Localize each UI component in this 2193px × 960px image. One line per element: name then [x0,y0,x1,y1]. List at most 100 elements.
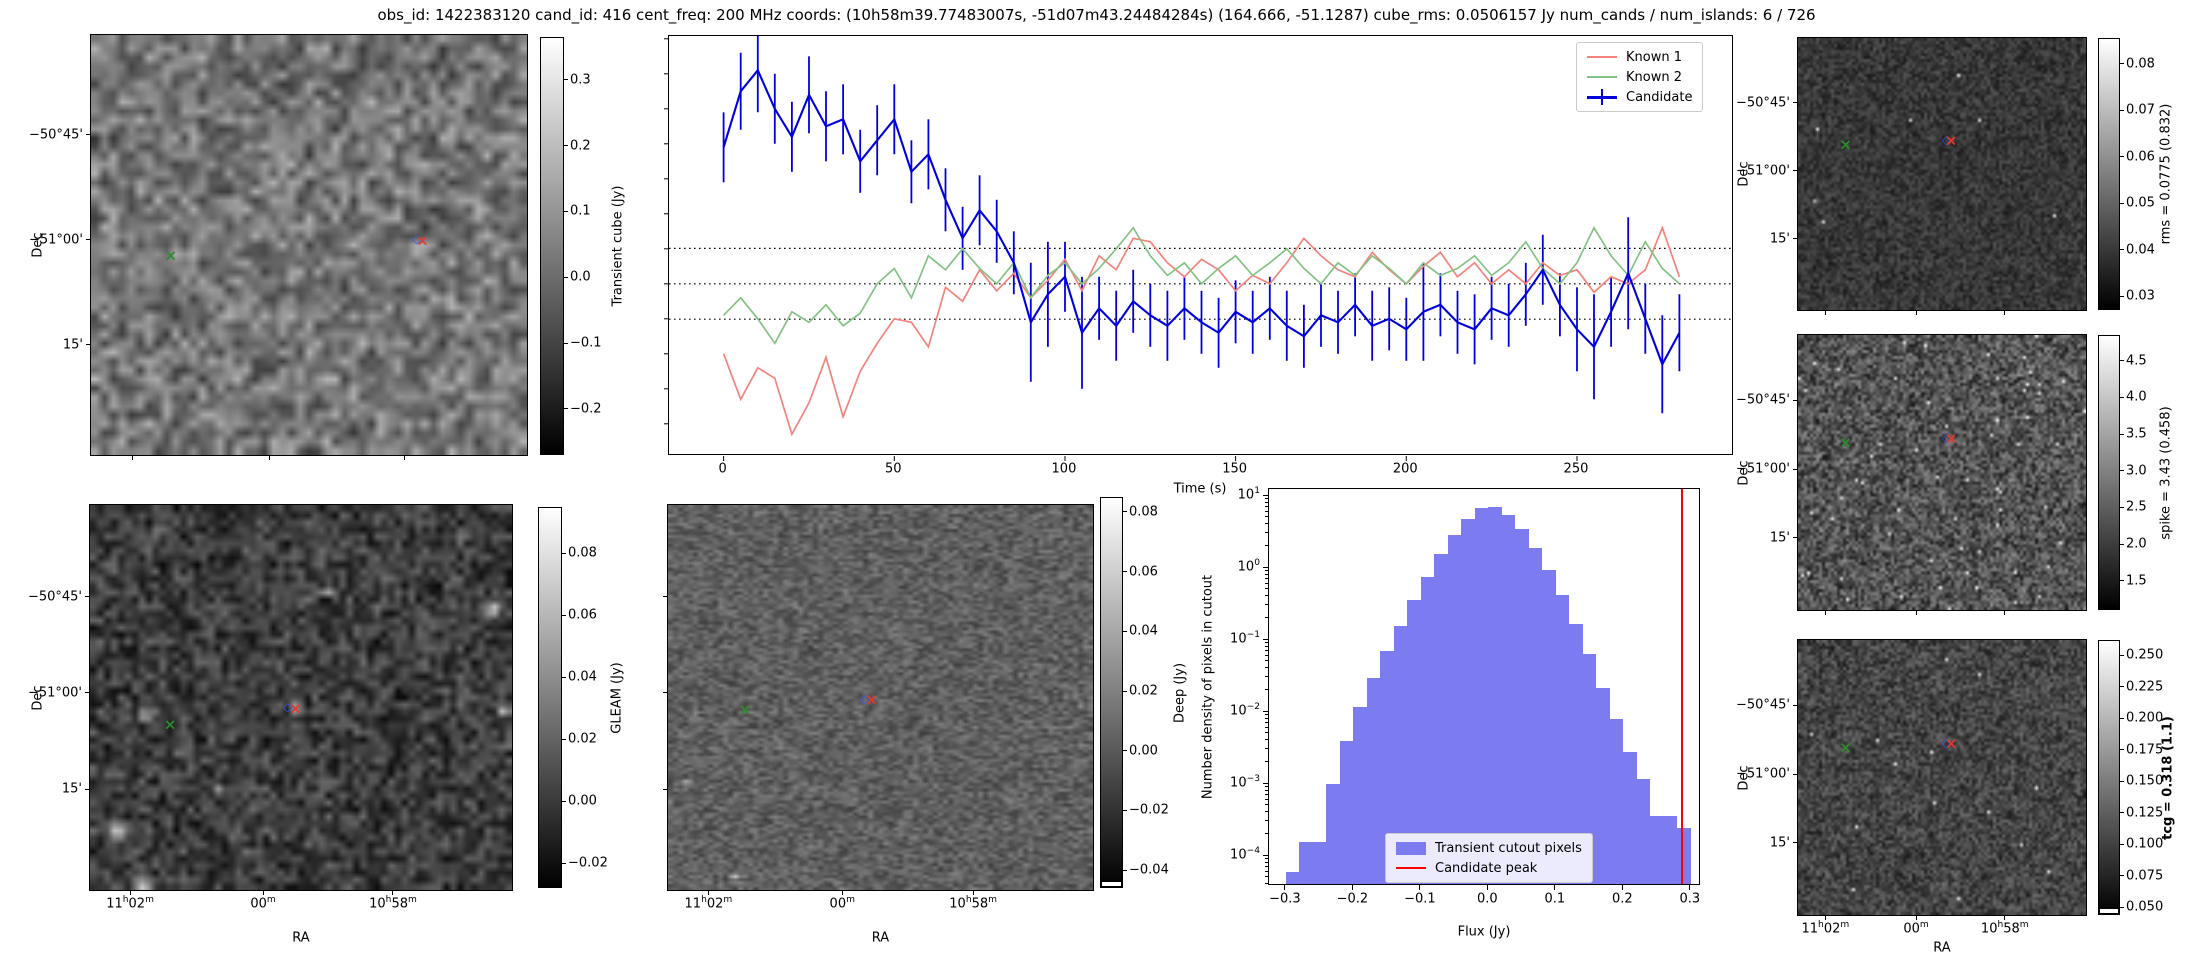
colorbar-tick-mark [562,614,566,616]
candidate-peak-line [1681,489,1684,884]
colorbar-tick-label: 0.1 [570,203,591,219]
histogram-x-tick-mark [1351,885,1353,890]
colorbar-under-strip [1102,882,1121,886]
lightcurve-x-tick-label: 100 [1051,461,1077,477]
histogram-x-tick-label: 0.1 [1544,891,1566,907]
dec-tick-label: 15' [1769,231,1790,247]
dec-axis-label: Dec [1736,764,1752,791]
ra-tick-label: 10h58m [949,895,997,912]
histogram-bar [1501,514,1516,884]
histogram-bar [1488,506,1502,884]
colorbar-tick-mark [2120,249,2124,251]
histogram-bar [1596,687,1610,884]
ra-tick-label: 00m [250,895,276,912]
histogram-bar [1312,841,1327,884]
colorbar-tick-label: 0.04 [2126,242,2155,258]
ra-tick-label: 11h02m [106,895,154,912]
colorbar-tick-mark [564,276,568,278]
colorbar-label-tcg: tcg = 0.318 (1.1) [2160,715,2176,840]
candidate-errorbar-sample [1587,89,1617,105]
lightcurve-xlabel: Time (s) [1173,481,1227,497]
histogram-x-tick-label: 0.2 [1612,891,1633,907]
histogram-y-minor-tick [1265,573,1268,575]
legend-label-known2: Known 2 [1626,69,1682,85]
colorbar-tick-mark [2120,686,2124,688]
histogram-bar [1393,625,1408,884]
colorbar-tcg [2098,640,2120,915]
colorbar-tick-mark [2120,580,2124,582]
colorbar-tick-label: 2.0 [2126,536,2147,552]
histogram-bar [1528,548,1543,884]
histogram-bar [1542,569,1556,884]
histogram-y-minor-tick [1265,689,1268,691]
colorbar-tick-label: 1.5 [2126,573,2147,589]
dec-tick-mark [663,788,668,790]
dec-axis-label: Dec [1736,459,1752,486]
colorbar-tick-label: 0.07 [2126,102,2155,118]
dec-tick-label: 15' [61,781,82,797]
histogram-y-minor-tick [1265,798,1268,800]
histogram-y-minor-tick [1265,645,1268,647]
colorbar-tick-mark [2120,780,2124,782]
dec-tick-label: 15' [1769,835,1790,851]
colorbar-tick-mark [564,342,568,344]
histogram-y-minor-tick [1265,883,1268,885]
colorbar-tick-label: 0.075 [2126,868,2164,884]
colorbar-tick-mark [2120,109,2124,111]
histogram-y-minor-tick [1265,649,1268,651]
dec-tick-label: −50°45' [28,127,83,143]
colorbar-tick-label: 0.2 [570,138,591,154]
histogram-y-tick-label: 10−2 [1230,702,1260,719]
colorbar-tick-mark [564,79,568,81]
histogram-bar [1353,706,1367,884]
histogram-x-tick-mark [1689,885,1691,890]
colorbar-tick-mark [2120,543,2124,545]
colorbar-label-transient: Transient cube (Jy) [610,185,626,307]
histogram-y-minor-tick [1265,617,1268,619]
histogram-y-minor-tick [1265,577,1268,579]
histogram-y-minor-tick [1265,532,1268,534]
ra-tick-mark [1824,915,1826,920]
ra-tick-label: 10h58m [369,895,417,912]
lightcurve-x-tick-label: 200 [1392,461,1418,477]
dec-tick-label: −51°00' [1735,766,1790,782]
histogram-y-tick-label: 10−1 [1230,630,1260,647]
dec-axis-label: Dec [30,684,46,711]
colorbar-tick-label: 0.06 [568,607,597,623]
colorbar-tick-mark [1123,690,1127,692]
dec-tick-mark [1793,842,1798,844]
dec-axis-label: Dec [1736,161,1752,187]
colorbar-label-gleam: GLEAM (Jy) [609,661,625,734]
colorbar-transient [540,37,564,455]
histogram-bar [1461,519,1475,884]
ra-tick-mark [1915,610,1917,615]
dec-tick-label: 15' [62,337,83,353]
histogram-y-tick-mark [1263,566,1268,568]
dec-tick-mark [1793,537,1798,539]
histogram-y-tick-mark [1263,854,1268,856]
colorbar-tick-mark [1123,750,1127,752]
ra-tick-mark [269,455,271,460]
legend-label-cutout-pixels: Transient cutout pixels [1435,840,1582,856]
histogram-x-tick-label: −0.3 [1269,891,1301,907]
histogram-y-minor-tick [1265,865,1268,867]
colorbar-gleam [538,507,562,888]
histogram-x-tick-label: −0.2 [1336,891,1369,907]
colorbar-tick-mark [2120,433,2124,435]
histogram-xlabel: Flux (Jy) [1457,924,1511,940]
transient-cube-cutout-image [90,34,528,456]
histogram-y-minor-tick [1265,569,1268,571]
legend-entry-cutout-pixels: Transient cutout pixels [1392,838,1586,858]
colorbar-tick-mark [2120,63,2124,65]
histogram-y-minor-tick [1265,811,1268,813]
colorbar-tick-label: 4.5 [2126,353,2147,369]
colorbar-tick-label: 0.08 [568,545,597,561]
colorbar-deep [1100,497,1123,888]
colorbar-tick-label: −0.2 [570,401,602,417]
histogram-y-tick-mark [1263,494,1268,496]
histogram-y-minor-tick [1265,523,1268,525]
histogram-x-tick-label: −0.1 [1404,891,1436,907]
colorbar-label-spike: spike = 3.43 (0.458) [2158,405,2174,540]
candidate-diamond-marker: ◇ [1941,735,1951,750]
ra-tick-mark [2004,310,2006,315]
